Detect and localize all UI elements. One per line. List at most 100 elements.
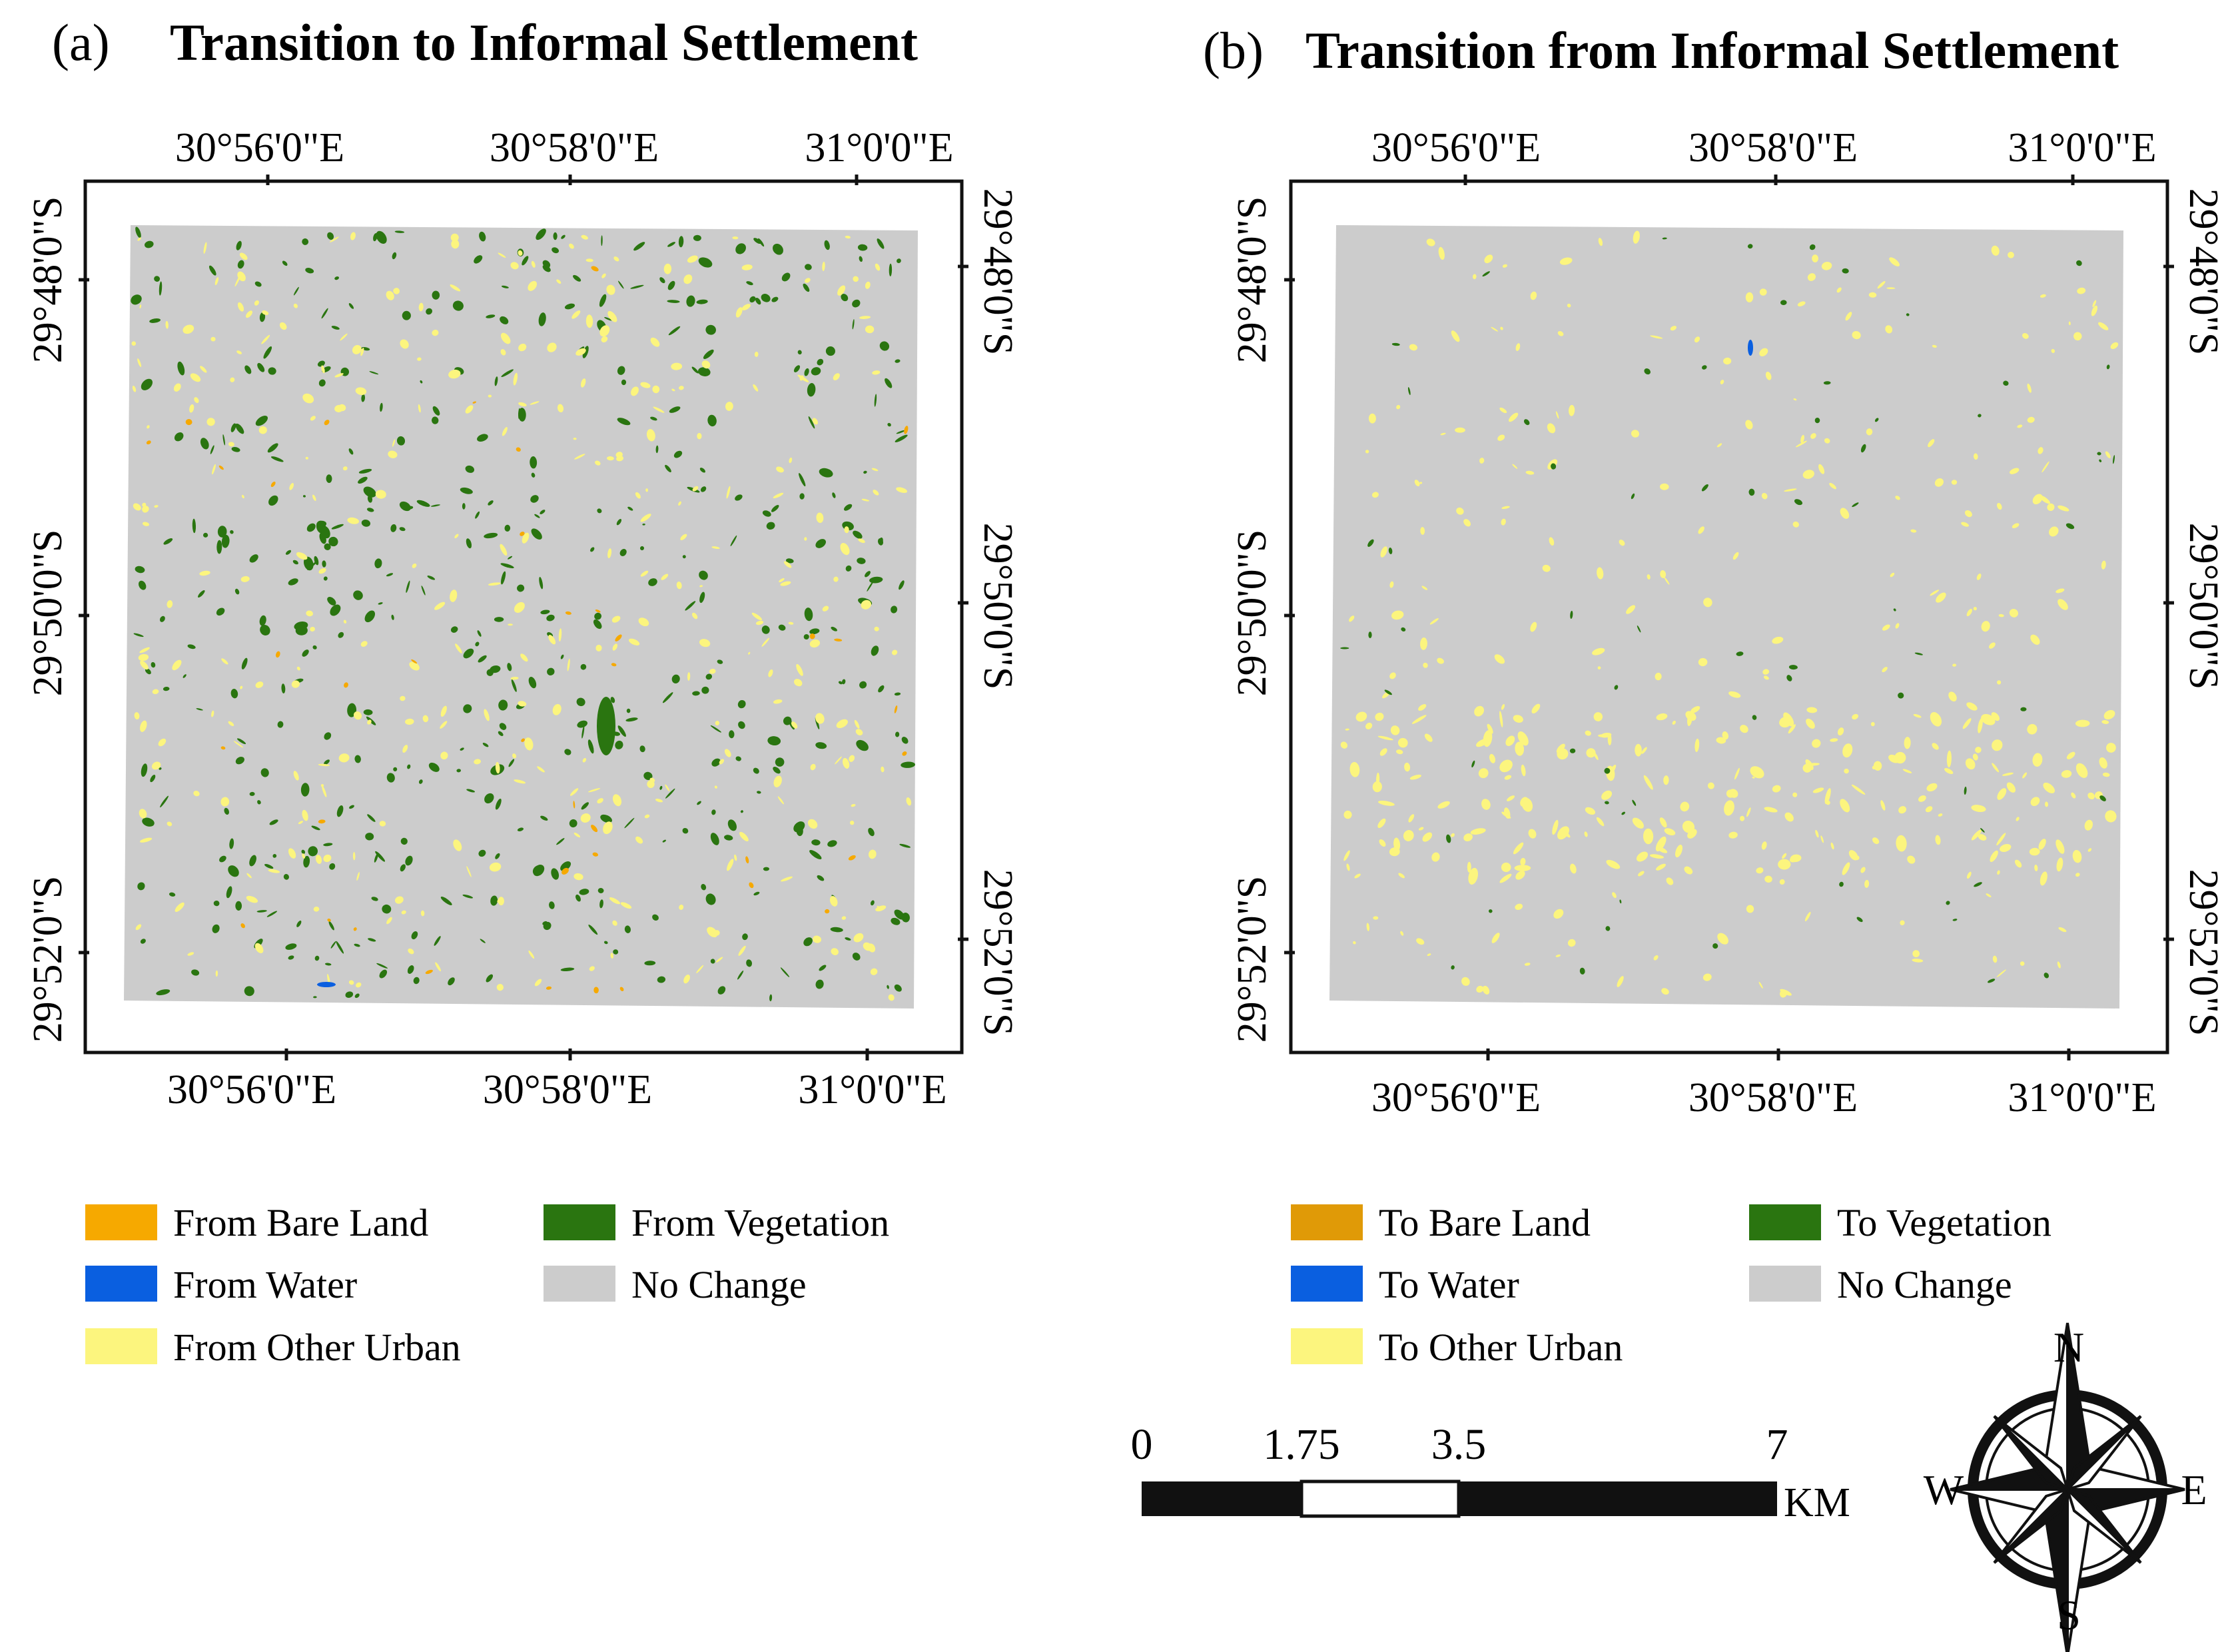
patch-other-urban: [1515, 903, 1523, 911]
patch-vegetation: [857, 244, 868, 251]
patch-other-urban: [620, 902, 632, 909]
patch-other-urban: [137, 358, 142, 367]
patch-vegetation: [517, 827, 524, 832]
patch-vegetation: [874, 394, 877, 407]
patch-other-urban: [1746, 905, 1754, 913]
patch-vegetation: [804, 368, 809, 376]
patch-vegetation: [484, 793, 494, 804]
patch-other-urban: [1812, 254, 1819, 262]
patch-vegetation: [815, 539, 826, 548]
patch-other-urban: [741, 304, 751, 310]
patch-other-urban: [518, 343, 527, 352]
patch-vegetation: [577, 720, 588, 728]
patch-other-urban: [1349, 761, 1360, 777]
patch-vegetation: [1662, 237, 1667, 240]
patch-vegetation: [474, 255, 483, 264]
patch-other-urban: [296, 666, 300, 671]
patch-other-urban: [1805, 759, 1814, 770]
patch-other-urban: [1992, 739, 2003, 751]
patch-other-urban: [1501, 506, 1510, 510]
patch-vegetation: [871, 645, 879, 656]
patch-vegetation: [281, 683, 286, 693]
patch-vegetation: [804, 608, 813, 621]
patch-other-urban: [321, 365, 325, 374]
patch-other-urban: [1422, 832, 1433, 842]
patch-other-urban: [1844, 768, 1849, 774]
patch-other-urban: [1661, 988, 1669, 995]
patch-vegetation: [588, 925, 598, 935]
patch-vegetation: [1842, 268, 1849, 274]
patch-other-urban: [1650, 854, 1664, 859]
patch-other-urban: [812, 418, 818, 425]
patch-vegetation: [236, 240, 242, 250]
patch-vegetation: [295, 625, 308, 635]
patch-other-urban: [528, 950, 535, 959]
patch-other-urban: [1377, 818, 1386, 829]
patch-vegetation: [767, 736, 781, 746]
patch-vegetation: [853, 530, 863, 539]
patch-vegetation: [382, 904, 392, 914]
patch-other-urban: [2032, 753, 2043, 767]
patch-other-urban: [2038, 447, 2044, 454]
patch-other-urban: [489, 862, 502, 872]
patch-other-urban: [631, 386, 639, 396]
patch-vegetation: [303, 855, 310, 868]
patch-vegetation: [705, 673, 713, 680]
patch-vegetation: [260, 768, 269, 777]
patch-other-urban: [777, 796, 785, 805]
patch-other-urban: [1597, 567, 1604, 580]
patch-other-urban: [203, 242, 207, 254]
patch-other-urban: [360, 348, 364, 356]
patch-vegetation: [2112, 455, 2115, 464]
patch-other-urban: [1556, 743, 1565, 753]
patch-vegetation: [386, 773, 395, 783]
patch-other-urban: [1880, 800, 1886, 811]
patch-other-urban: [671, 362, 683, 370]
patch-vegetation: [163, 686, 170, 691]
patch-vegetation: [486, 314, 496, 318]
patch-other-urban: [418, 404, 421, 413]
patch-vegetation: [699, 592, 705, 604]
patch-vegetation: [832, 492, 836, 498]
patch-vegetation: [501, 369, 514, 377]
legend-a-label-bare: From Bare Land: [173, 1201, 428, 1244]
panel-b-lon-bottom-3: 31°0'0"E: [2008, 1075, 2156, 1120]
patch-vegetation: [691, 366, 699, 374]
patch-other-urban: [1408, 814, 1415, 823]
patch-vegetation: [219, 855, 226, 863]
patch-vegetation: [324, 759, 330, 765]
patch-vegetation: [263, 346, 272, 359]
patch-vegetation: [426, 308, 433, 315]
patch-other-urban: [1489, 753, 1495, 763]
patch-other-urban: [2027, 383, 2032, 393]
patch-bare-land: [809, 633, 815, 639]
patch-other-urban: [450, 233, 459, 242]
legend-a-label-water: From Water: [173, 1263, 357, 1306]
patch-bare-land: [218, 465, 224, 470]
patch-other-urban: [1585, 730, 1591, 736]
patch-vegetation: [639, 745, 645, 753]
patch-other-urban: [1788, 724, 1796, 734]
panel-a-lat-left-1: 29°48'0"S: [25, 197, 71, 364]
patch-other-urban: [312, 494, 316, 502]
patch-other-urban: [2075, 873, 2080, 877]
patch-other-urban: [1758, 981, 1763, 989]
patch-other-urban: [318, 568, 326, 574]
patch-other-urban: [293, 771, 299, 781]
patch-other-urban: [140, 660, 149, 670]
patch-vegetation: [322, 560, 326, 568]
patch-vegetation: [707, 414, 717, 427]
panel-a-lon-bottom-2: 30°58'0"E: [483, 1067, 652, 1112]
patch-vegetation: [477, 630, 482, 637]
patch-vegetation: [135, 226, 141, 238]
patch-other-urban: [1728, 789, 1738, 798]
patch-other-urban: [881, 766, 885, 773]
patch-vegetation: [336, 805, 344, 817]
patch-vegetation: [735, 494, 743, 501]
patch-vegetation: [428, 762, 440, 772]
patch-other-urban: [417, 357, 422, 361]
patch-other-urban: [302, 853, 306, 859]
patch-other-urban: [1840, 799, 1850, 813]
patch-other-urban: [1973, 453, 1978, 460]
patch-vegetation: [625, 717, 638, 722]
